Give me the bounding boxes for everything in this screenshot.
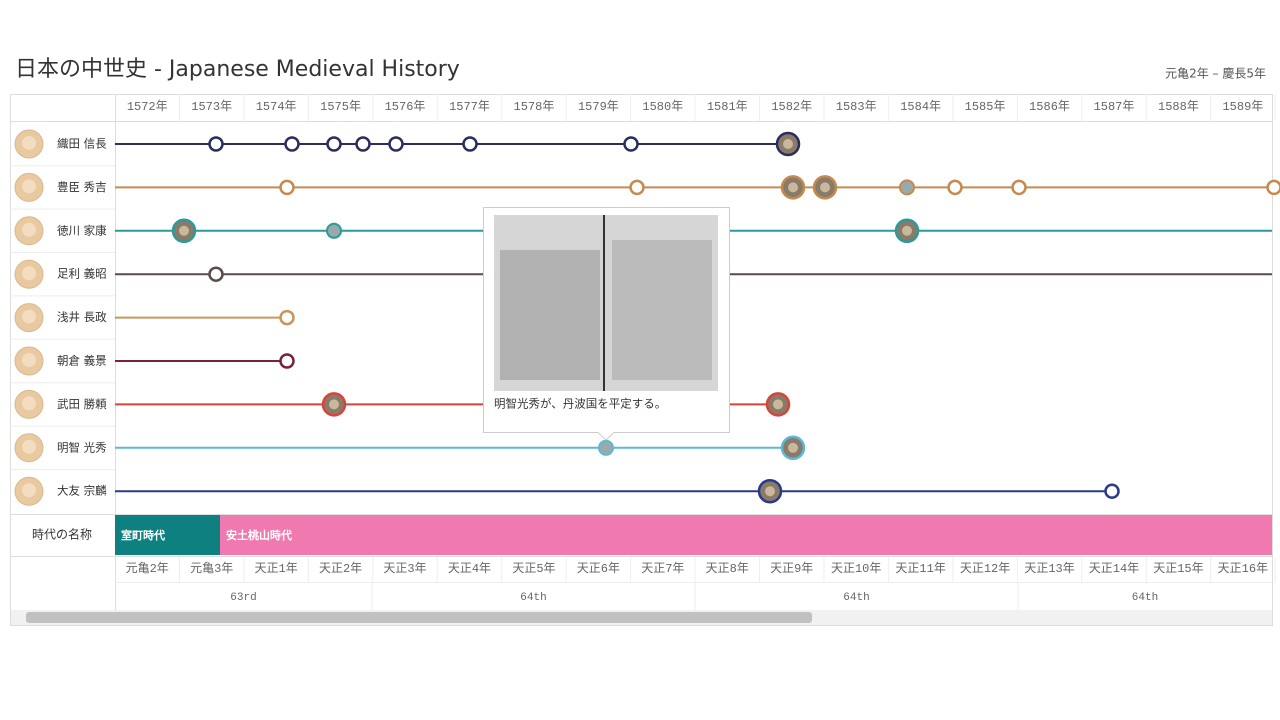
year-label: 1578年 bbox=[514, 99, 555, 114]
jyear-label: 天正5年 bbox=[512, 561, 555, 576]
event-image[interactable] bbox=[598, 439, 614, 456]
event-image-detail bbox=[820, 182, 830, 193]
event-image-detail bbox=[179, 225, 189, 236]
year-label: 1573年 bbox=[191, 99, 232, 114]
event-dot[interactable] bbox=[279, 309, 295, 326]
jyear-label: 元亀2年 bbox=[126, 561, 169, 576]
year-label: 1588年 bbox=[1158, 99, 1199, 114]
year-label: 1580年 bbox=[642, 99, 683, 114]
jyear-label: 天正8年 bbox=[706, 561, 749, 576]
event-image-detail bbox=[788, 182, 798, 193]
jyear-label: 天正11年 bbox=[895, 561, 945, 576]
jyear-label: 天正2年 bbox=[319, 561, 362, 576]
period-name: 室町時代 bbox=[121, 528, 165, 542]
year-label: 1577年 bbox=[449, 99, 490, 114]
avatar-face bbox=[22, 483, 36, 498]
jyear-label: 天正3年 bbox=[383, 561, 426, 576]
avatar-face bbox=[22, 396, 36, 411]
year-label: 1582年 bbox=[771, 99, 812, 114]
avatar-face bbox=[22, 136, 36, 150]
jyear-label: 天正13年 bbox=[1024, 561, 1074, 576]
avatar-face bbox=[22, 222, 36, 237]
event-dot[interactable] bbox=[947, 179, 963, 196]
event-dot[interactable] bbox=[279, 179, 295, 196]
title: 日本の中世史 - Japanese Medieval History bbox=[15, 57, 460, 82]
event-image-detail bbox=[773, 399, 783, 410]
jyear-label: 天正4年 bbox=[448, 561, 491, 576]
year-label: 1583年 bbox=[836, 99, 877, 114]
row-name: 朝倉 義景 bbox=[57, 354, 107, 368]
year-label: 1584年 bbox=[900, 99, 941, 114]
scroll-thumb[interactable] bbox=[26, 612, 812, 623]
event-image-detail bbox=[902, 225, 912, 236]
jyear-label: 天正9年 bbox=[770, 561, 813, 576]
row-name: 豊臣 秀吉 bbox=[57, 180, 107, 194]
jyear-label: 天正7年 bbox=[641, 561, 684, 576]
emperor-label: 63rd bbox=[230, 592, 256, 604]
event-image-detail bbox=[788, 442, 798, 453]
tooltip-text: 明智光秀が、丹波国を平定する。 bbox=[494, 397, 666, 411]
emperor-label: 64th bbox=[843, 592, 869, 604]
emperor-label: 64th bbox=[1132, 592, 1158, 604]
jyear-label: 天正1年 bbox=[255, 561, 298, 576]
event-dot[interactable] bbox=[279, 353, 295, 369]
period-name: 安土桃山時代 bbox=[226, 528, 292, 542]
jyear-label: 天正10年 bbox=[831, 561, 881, 576]
event-dot[interactable] bbox=[623, 136, 639, 152]
jyear-label: 天正16年 bbox=[1218, 561, 1268, 576]
avatar-face bbox=[22, 179, 36, 194]
jyear-label: 天正6年 bbox=[577, 561, 620, 576]
event-dot[interactable] bbox=[629, 179, 645, 196]
event-dot[interactable] bbox=[1104, 483, 1120, 499]
year-label: 1585年 bbox=[965, 99, 1006, 114]
year-label: 1579年 bbox=[578, 99, 619, 114]
event-image-detail bbox=[329, 399, 339, 410]
jyear-label: 天正14年 bbox=[1089, 561, 1139, 576]
event-dot[interactable] bbox=[462, 136, 478, 152]
event-image[interactable] bbox=[326, 222, 342, 239]
year-label: 1575年 bbox=[320, 99, 361, 114]
jyear-label: 元亀3年 bbox=[190, 561, 233, 576]
year-label: 1581年 bbox=[707, 99, 748, 114]
event-image-detail bbox=[783, 139, 793, 149]
avatar-face bbox=[22, 266, 36, 281]
row-name: 浅井 長政 bbox=[57, 310, 107, 324]
tooltip-image-scene bbox=[612, 240, 712, 380]
period-bar bbox=[115, 515, 220, 555]
row-name: 明智 光秀 bbox=[57, 440, 107, 454]
row-name: 織田 信長 bbox=[57, 137, 107, 151]
event-dot[interactable] bbox=[208, 136, 224, 152]
year-label: 1574年 bbox=[256, 99, 297, 114]
event-dot[interactable] bbox=[1266, 179, 1280, 196]
year-label: 1576年 bbox=[385, 99, 426, 114]
avatar-face bbox=[22, 439, 36, 454]
range: 元亀2年 – 慶長5年 bbox=[1165, 67, 1266, 81]
avatar-face bbox=[22, 309, 36, 324]
year-label: 1572年 bbox=[127, 99, 168, 114]
event-dot[interactable] bbox=[355, 136, 371, 152]
year-label: 1586年 bbox=[1029, 99, 1070, 114]
event-dot[interactable] bbox=[208, 266, 224, 282]
jyear-label: 天正15年 bbox=[1153, 561, 1203, 576]
event-dot[interactable] bbox=[388, 136, 404, 152]
event-dot[interactable] bbox=[284, 136, 300, 152]
emperor-label: 64th bbox=[520, 592, 546, 604]
row-name: 徳川 家康 bbox=[57, 223, 107, 237]
row-name: 武田 勝頼 bbox=[57, 397, 107, 411]
avatar-face bbox=[22, 353, 36, 367]
tooltip-image-scene bbox=[500, 250, 600, 380]
event-image[interactable] bbox=[899, 179, 915, 196]
period-bar bbox=[220, 515, 1272, 555]
jyear-label: 天正12年 bbox=[960, 561, 1010, 576]
year-label: 1587年 bbox=[1094, 99, 1135, 114]
event-dot[interactable] bbox=[326, 136, 342, 152]
event-dot[interactable] bbox=[1011, 179, 1027, 196]
year-label: 1589年 bbox=[1222, 99, 1263, 114]
period-label: 時代の名称 bbox=[32, 527, 92, 542]
row-name: 足利 義昭 bbox=[57, 267, 107, 281]
row-name: 大友 宗麟 bbox=[57, 484, 107, 498]
event-image-detail bbox=[765, 486, 775, 497]
